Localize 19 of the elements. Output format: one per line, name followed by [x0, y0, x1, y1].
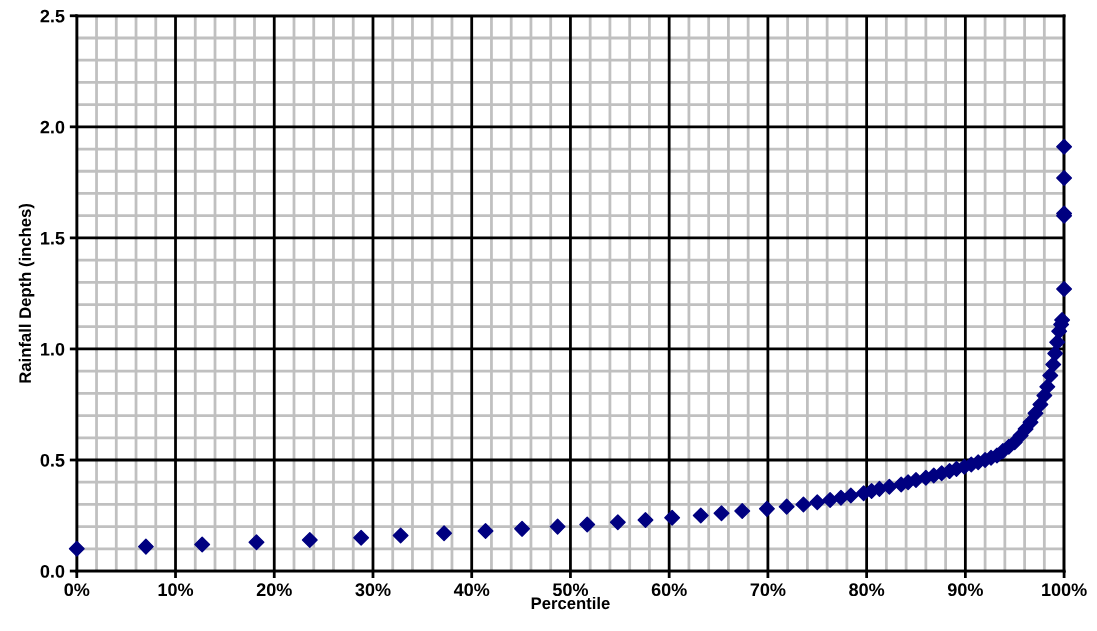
x-tick-label: 60% [651, 583, 687, 597]
x-tick-label: 100% [1042, 583, 1087, 597]
x-tick-label: 40% [453, 583, 490, 597]
x-tick-label: 20% [256, 583, 292, 597]
x-tick-label: 70% [750, 583, 786, 597]
y-tick-label: 0.0 [40, 564, 65, 578]
y-axis-title: Rainfall Depth (inches) [18, 203, 35, 383]
y-tick-label: 1.5 [41, 232, 65, 245]
x-tick-label: 90% [947, 583, 983, 597]
x-tick-label: 50% [552, 583, 589, 597]
x-axis-title: Percentile [531, 596, 610, 610]
x-tick-label: 80% [849, 583, 885, 597]
y-tick-label: 2.0 [40, 120, 65, 134]
x-tick-label: 0% [64, 583, 90, 597]
y-tick-label: 1.0 [41, 342, 65, 356]
x-tick-label: 30% [355, 583, 391, 597]
x-tick-label: 10% [158, 583, 194, 597]
y-tick-label: 0.5 [40, 453, 65, 467]
y-tick-label: 2.5 [40, 9, 65, 23]
